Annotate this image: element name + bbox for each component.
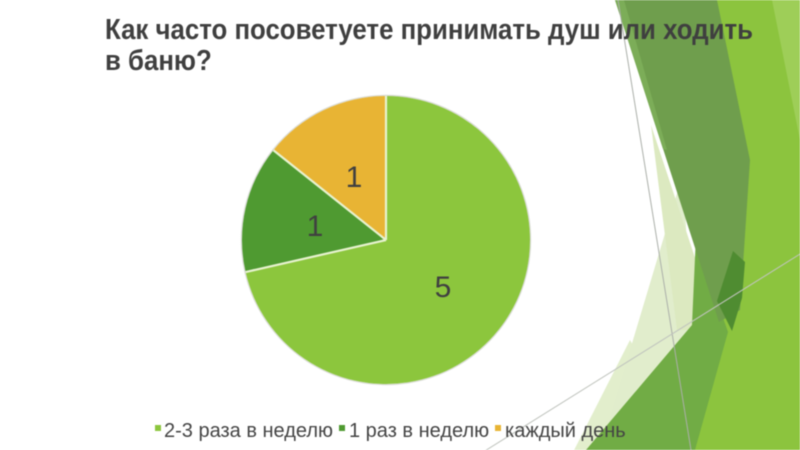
svg-text:1: 1 <box>346 161 363 194</box>
svg-text:5: 5 <box>435 271 452 304</box>
svg-text:1: 1 <box>307 210 324 243</box>
